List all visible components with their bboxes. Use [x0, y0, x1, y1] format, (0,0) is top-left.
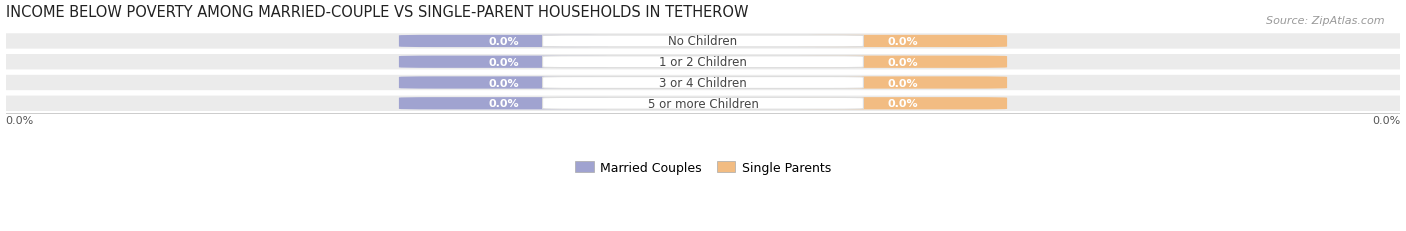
FancyBboxPatch shape — [399, 36, 609, 48]
FancyBboxPatch shape — [6, 55, 1400, 70]
Text: 0.0%: 0.0% — [488, 37, 519, 47]
Text: 1 or 2 Children: 1 or 2 Children — [659, 56, 747, 69]
Text: 0.0%: 0.0% — [887, 58, 918, 67]
Text: 0.0%: 0.0% — [1372, 115, 1400, 125]
FancyBboxPatch shape — [543, 36, 863, 48]
FancyBboxPatch shape — [797, 36, 1007, 48]
FancyBboxPatch shape — [6, 96, 1400, 112]
FancyBboxPatch shape — [797, 56, 1007, 69]
Text: 0.0%: 0.0% — [887, 37, 918, 47]
FancyBboxPatch shape — [543, 57, 863, 68]
Text: 0.0%: 0.0% — [488, 78, 519, 88]
FancyBboxPatch shape — [797, 98, 1007, 110]
FancyBboxPatch shape — [797, 77, 1007, 89]
FancyBboxPatch shape — [399, 77, 609, 89]
Text: 0.0%: 0.0% — [488, 99, 519, 109]
Text: 0.0%: 0.0% — [488, 58, 519, 67]
Text: 5 or more Children: 5 or more Children — [648, 97, 758, 110]
FancyBboxPatch shape — [399, 56, 609, 69]
Text: 0.0%: 0.0% — [887, 99, 918, 109]
FancyBboxPatch shape — [399, 98, 609, 110]
Text: 3 or 4 Children: 3 or 4 Children — [659, 77, 747, 90]
Text: No Children: No Children — [668, 35, 738, 48]
Text: INCOME BELOW POVERTY AMONG MARRIED-COUPLE VS SINGLE-PARENT HOUSEHOLDS IN TETHERO: INCOME BELOW POVERTY AMONG MARRIED-COUPL… — [6, 4, 748, 19]
Text: 0.0%: 0.0% — [6, 115, 34, 125]
FancyBboxPatch shape — [543, 77, 863, 89]
Text: Source: ZipAtlas.com: Source: ZipAtlas.com — [1267, 16, 1385, 26]
FancyBboxPatch shape — [6, 76, 1400, 91]
Text: 0.0%: 0.0% — [887, 78, 918, 88]
FancyBboxPatch shape — [6, 34, 1400, 49]
Legend: Married Couples, Single Parents: Married Couples, Single Parents — [569, 156, 837, 179]
FancyBboxPatch shape — [543, 98, 863, 110]
